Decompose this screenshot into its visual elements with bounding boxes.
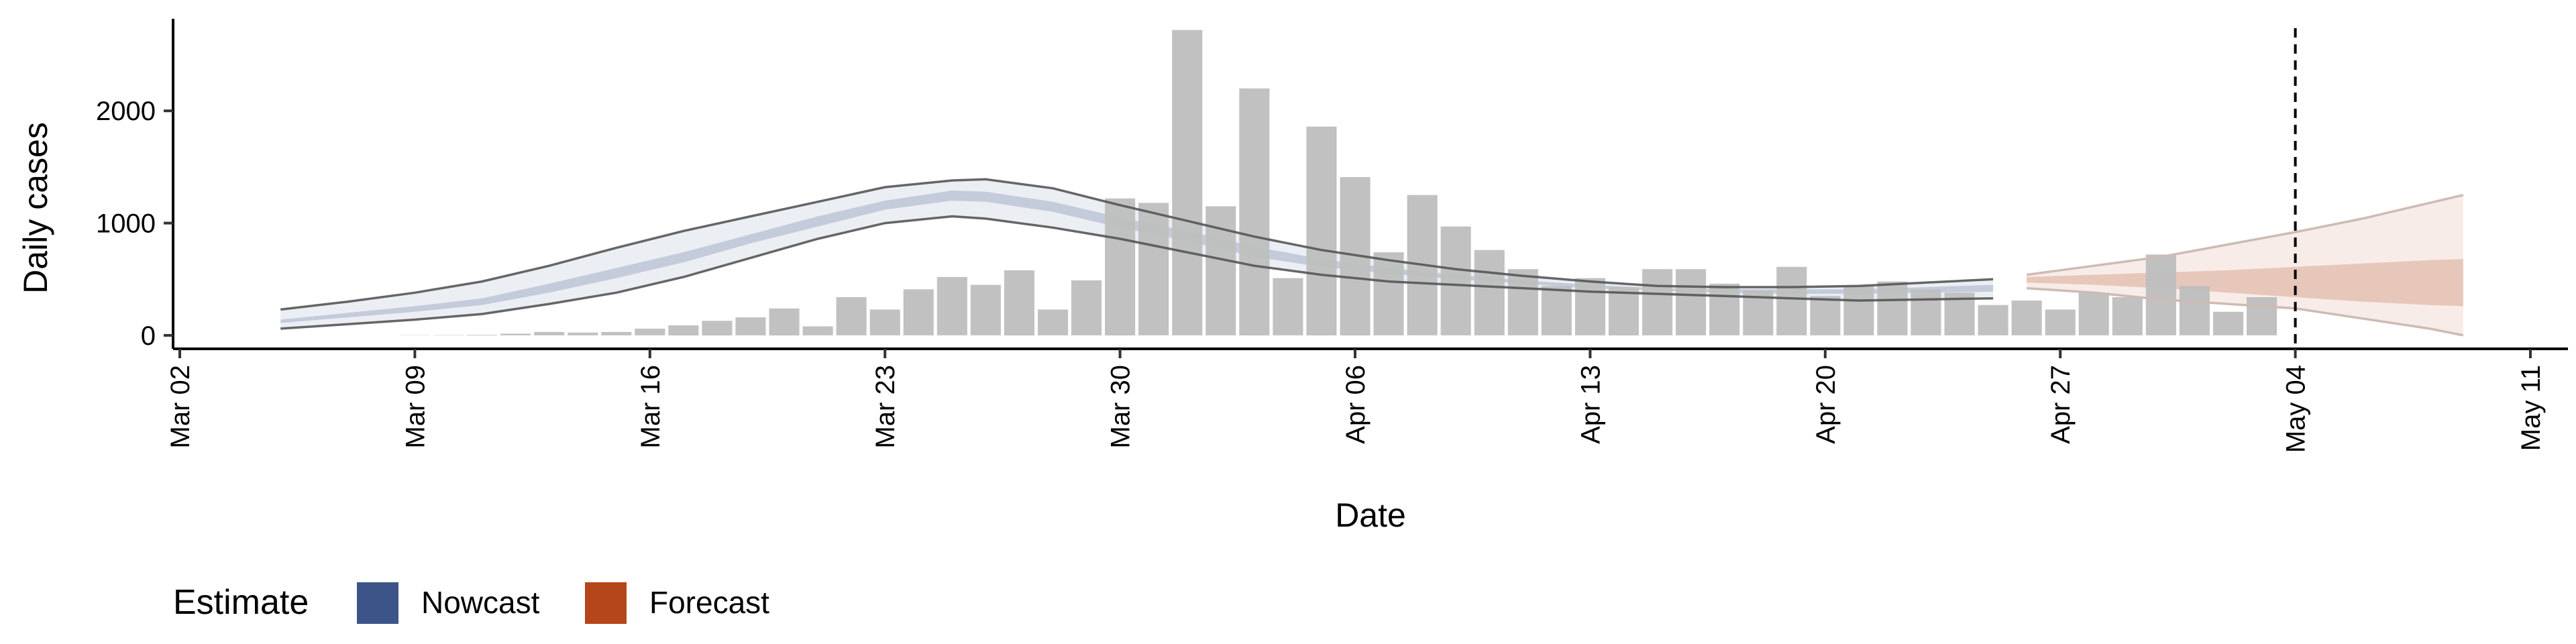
- bar: [1574, 278, 1605, 335]
- bar: [1138, 203, 1169, 335]
- bar: [601, 331, 632, 335]
- x-tick-label: Apr 13: [1576, 365, 1605, 444]
- bar: [668, 325, 699, 335]
- bar: [1709, 283, 1740, 335]
- y-tick-label: 1000: [96, 209, 156, 239]
- legend-title: Estimate: [173, 583, 309, 622]
- bar: [1843, 286, 1874, 335]
- x-tick-label: Mar 30: [1106, 365, 1136, 449]
- bar: [702, 321, 733, 335]
- bar: [2145, 254, 2176, 335]
- bar: [1474, 250, 1505, 335]
- bar: [2179, 286, 2210, 335]
- bar: [2011, 301, 2042, 335]
- x-axis-ticks: Mar 02 Mar 09 Mar 16 Mar 23 Mar 30 Apr 06 Apr …: [166, 349, 2546, 453]
- bar: [500, 333, 531, 335]
- bar: [2213, 311, 2244, 335]
- bar: [936, 276, 967, 335]
- x-tick-label: Apr 27: [2046, 365, 2076, 444]
- legend-swatch-nowcast: [357, 582, 398, 624]
- forecast-upper-line: [2026, 193, 2464, 276]
- bar: [903, 289, 934, 335]
- bar-series: [399, 30, 2277, 336]
- bar: [2045, 309, 2076, 335]
- bar: [635, 328, 665, 335]
- x-tick-label: Mar 23: [871, 365, 900, 449]
- forecast-band-90: [2027, 195, 2463, 335]
- x-tick-label: May 04: [2282, 365, 2311, 453]
- bar: [1877, 281, 1908, 335]
- legend-item-forecast: Forecast: [585, 582, 769, 624]
- bar: [1373, 252, 1404, 335]
- y-axis-title: Daily cases: [17, 122, 54, 294]
- bar: [1642, 269, 1673, 335]
- nowcast-upper-line: [280, 178, 1994, 311]
- bar: [1776, 266, 1807, 335]
- legend-label-forecast: Forecast: [649, 585, 769, 620]
- bar: [1306, 126, 1337, 335]
- bar: [2112, 297, 2143, 335]
- bar: [1172, 30, 1203, 335]
- bar: [1911, 289, 1941, 335]
- x-axis-title: Date: [1335, 496, 1406, 534]
- legend-item-nowcast: Nowcast: [357, 582, 540, 624]
- x-tick-label: Mar 09: [400, 365, 430, 449]
- bar: [970, 284, 1001, 335]
- bar: [2247, 297, 2277, 335]
- bar: [802, 326, 833, 335]
- bar: [1810, 296, 1841, 335]
- bar: [869, 309, 900, 335]
- bar: [1038, 309, 1069, 335]
- bar: [735, 317, 766, 335]
- bar: [1608, 287, 1639, 335]
- bar: [1440, 226, 1471, 335]
- legend-swatch-forecast: [585, 582, 627, 624]
- bar: [1239, 88, 1270, 336]
- bar: [1105, 198, 1136, 335]
- y-tick-label: 2000: [96, 97, 156, 126]
- bar: [836, 297, 867, 335]
- legend: Estimate Nowcast Forecast: [173, 582, 769, 624]
- bar: [1676, 269, 1707, 335]
- x-tick-label: Apr 20: [1811, 365, 1841, 444]
- bar: [534, 331, 565, 335]
- x-tick-label: Apr 06: [1341, 365, 1371, 444]
- bar: [769, 308, 800, 335]
- band-outlines: [280, 178, 2464, 337]
- legend-label-nowcast: Nowcast: [421, 585, 540, 620]
- bar: [1273, 278, 1303, 335]
- bar: [568, 332, 598, 335]
- axes: [172, 19, 2568, 350]
- bar: [1004, 270, 1034, 335]
- bar: [1978, 305, 2008, 335]
- bar: [1541, 286, 1572, 335]
- nowcast-lower-line: [280, 215, 1994, 330]
- forecast-band-50: [2027, 259, 2463, 307]
- bar: [2078, 292, 2109, 335]
- y-tick-label: 0: [141, 321, 156, 351]
- x-tick-label: Mar 16: [636, 365, 665, 449]
- forecast-lower-line: [2026, 286, 2464, 337]
- x-tick-label: Mar 02: [166, 365, 195, 449]
- y-axis-ticks: 0 1000 2000: [96, 97, 173, 351]
- x-tick-label: May 11: [2516, 365, 2546, 451]
- bar: [1071, 280, 1102, 335]
- bar: [1507, 269, 1538, 335]
